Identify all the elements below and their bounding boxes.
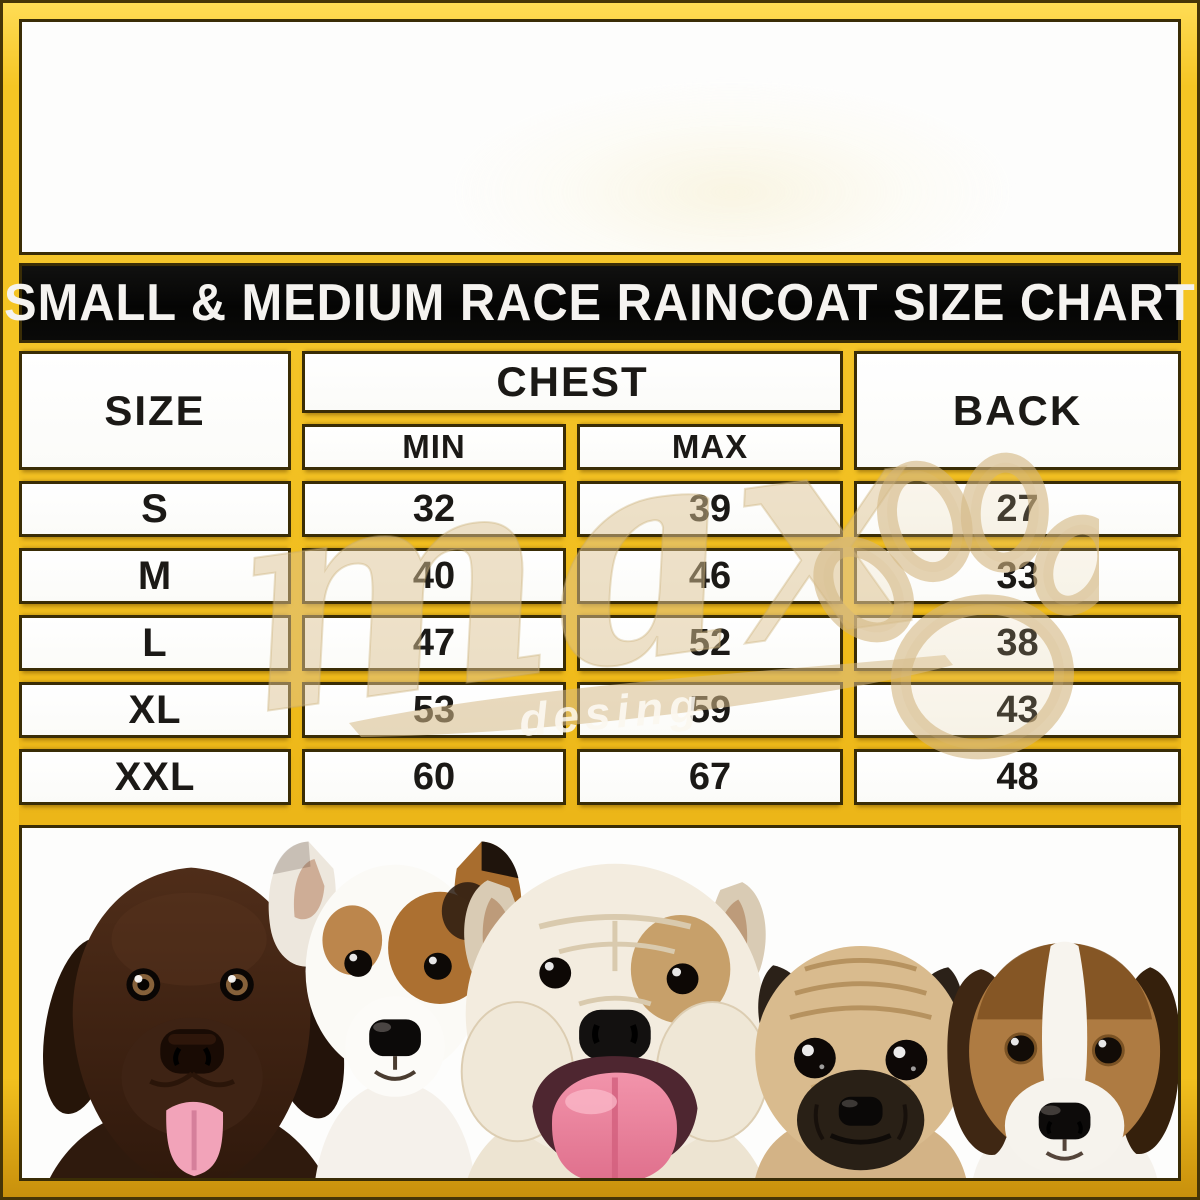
cell-M-back: 33 [854,548,1181,604]
cell-XXL-size: XXL [19,749,291,805]
cell-L-chest_max: 52 [577,615,843,671]
page-title: SMALL & MEDIUM RACE RAINCOAT SIZE CHART [4,274,1196,332]
cell-XL-chest_max: 59 [577,682,843,738]
gold-frame: SMALL & MEDIUM RACE RAINCOAT SIZE CHART … [3,3,1197,1197]
header-back-cell: BACK [854,351,1181,470]
pug-puppy [755,945,967,1178]
cell-XXL-back: 48 [854,749,1181,805]
jack-russell-terrier-puppy [268,841,522,1178]
cell-XL-back: 43 [854,682,1181,738]
content-area: SMALL & MEDIUM RACE RAINCOAT SIZE CHART … [4,19,1195,1181]
cell-S-size: S [19,481,291,537]
size-table: SIZE CHEST BACK MIN MAX S 32 39 27 M 40 46 33 L 4… [19,351,1181,807]
cell-S-chest_max: 39 [577,481,843,537]
cell-L-chest_min: 47 [302,615,566,671]
cell-M-chest_min: 40 [302,548,566,604]
top-blank-panel [19,19,1181,255]
cell-S-chest_min: 32 [302,481,566,537]
faint-watermark-ghost [452,82,1012,252]
cell-XL-size: XL [19,682,291,738]
cell-L-back: 38 [854,615,1181,671]
english-bulldog-puppy [460,863,770,1178]
title-bar: SMALL & MEDIUM RACE RAINCOAT SIZE CHART [4,263,1195,343]
cell-M-size: M [19,548,291,604]
header-chest-cell: CHEST [302,351,843,413]
cell-XXL-chest_min: 60 [302,749,566,805]
header-min-cell: MIN [302,424,566,470]
header-max-cell: MAX [577,424,843,470]
header-size-cell: SIZE [19,351,291,470]
cell-XXL-chest_max: 67 [577,749,843,805]
cell-M-chest_max: 46 [577,548,843,604]
cell-L-size: L [19,615,291,671]
cell-XL-chest_min: 53 [302,682,566,738]
puppy-photo-strip [19,825,1181,1181]
cell-S-back: 27 [854,481,1181,537]
beagle-puppy [947,941,1178,1178]
